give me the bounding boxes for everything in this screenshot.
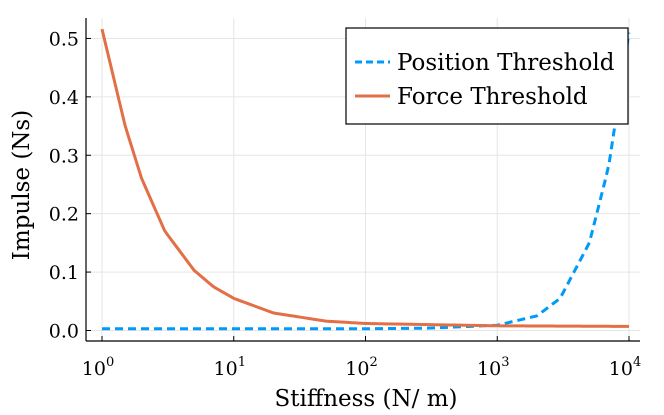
- x-tick-label: 101: [214, 355, 246, 380]
- series-line-position-threshold: [102, 32, 631, 331]
- series-group: [100, 28, 631, 331]
- x-tick-label: 100: [82, 355, 114, 380]
- series-line-force-threshold: [100, 28, 630, 328]
- x-tick-label: 104: [609, 355, 641, 380]
- x-axis-label: Stiffness (N/ m): [275, 386, 458, 412]
- legend-label-position-threshold: Position Threshold: [397, 50, 615, 76]
- y-tick-label: 0.0: [49, 320, 79, 342]
- x-tick-label: 103: [477, 355, 509, 380]
- y-tick-label: 0.2: [49, 204, 79, 226]
- y-tick-label: 0.4: [49, 87, 79, 109]
- ticks: 0.0 0.1 0.2 0.3 0.4 0.5 100 101 102 103 104: [49, 28, 641, 380]
- legend: Position Threshold Force Threshold: [345, 27, 629, 125]
- y-tick-label: 0.5: [49, 28, 79, 50]
- y-tick-label: 0.3: [49, 145, 79, 167]
- y-axis-label: Impulse (Ns): [9, 110, 35, 260]
- x-tick-label: 102: [345, 355, 377, 380]
- legend-label-force-threshold: Force Threshold: [397, 84, 588, 110]
- axes: [85, 18, 640, 342]
- legend-box: [345, 27, 629, 125]
- y-tick-label: 0.1: [49, 262, 79, 284]
